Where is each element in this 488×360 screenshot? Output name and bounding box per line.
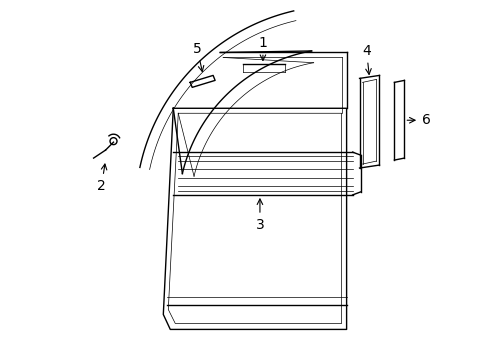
Text: 2: 2 [97, 164, 106, 193]
Text: 4: 4 [362, 44, 370, 75]
Text: 1: 1 [258, 36, 267, 60]
Text: 5: 5 [192, 41, 203, 72]
Text: 6: 6 [407, 113, 430, 127]
Text: 3: 3 [255, 199, 264, 232]
